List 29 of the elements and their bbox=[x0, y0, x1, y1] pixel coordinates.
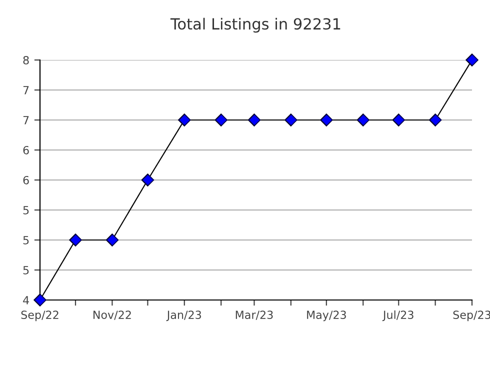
x-tick-label: Jan/23 bbox=[166, 310, 202, 322]
y-tick-label: 5 bbox=[23, 206, 29, 214]
chart-title: Total Listings in 92231 bbox=[170, 18, 340, 33]
x-tick-label: Sep/22 bbox=[21, 310, 58, 322]
y-tick-label: 8 bbox=[23, 56, 29, 64]
y-tick-label: 6 bbox=[23, 176, 29, 184]
x-tick-label: Nov/22 bbox=[94, 310, 131, 320]
point bbox=[428, 114, 442, 126]
y-tick-label: 5 bbox=[23, 236, 29, 244]
y-tick-label: 5 bbox=[23, 266, 29, 274]
point bbox=[392, 114, 405, 126]
point bbox=[141, 174, 154, 186]
y-tick-label: 7 bbox=[23, 116, 29, 124]
point bbox=[356, 114, 370, 126]
point bbox=[466, 54, 478, 66]
point bbox=[284, 114, 298, 126]
point bbox=[320, 114, 333, 126]
x-tick-label: Jul/23 bbox=[382, 310, 414, 322]
point bbox=[248, 114, 261, 126]
point bbox=[178, 114, 191, 126]
x-tick-label: Mar/23 bbox=[236, 310, 273, 320]
point bbox=[214, 114, 228, 126]
y-tick-label: 6 bbox=[23, 146, 29, 154]
y-tick-label: 4 bbox=[23, 296, 29, 304]
y-tick-label: 7 bbox=[23, 86, 29, 94]
point bbox=[69, 234, 82, 246]
point bbox=[34, 294, 46, 306]
x-tick-label: May/23 bbox=[307, 310, 346, 322]
point bbox=[106, 234, 119, 246]
